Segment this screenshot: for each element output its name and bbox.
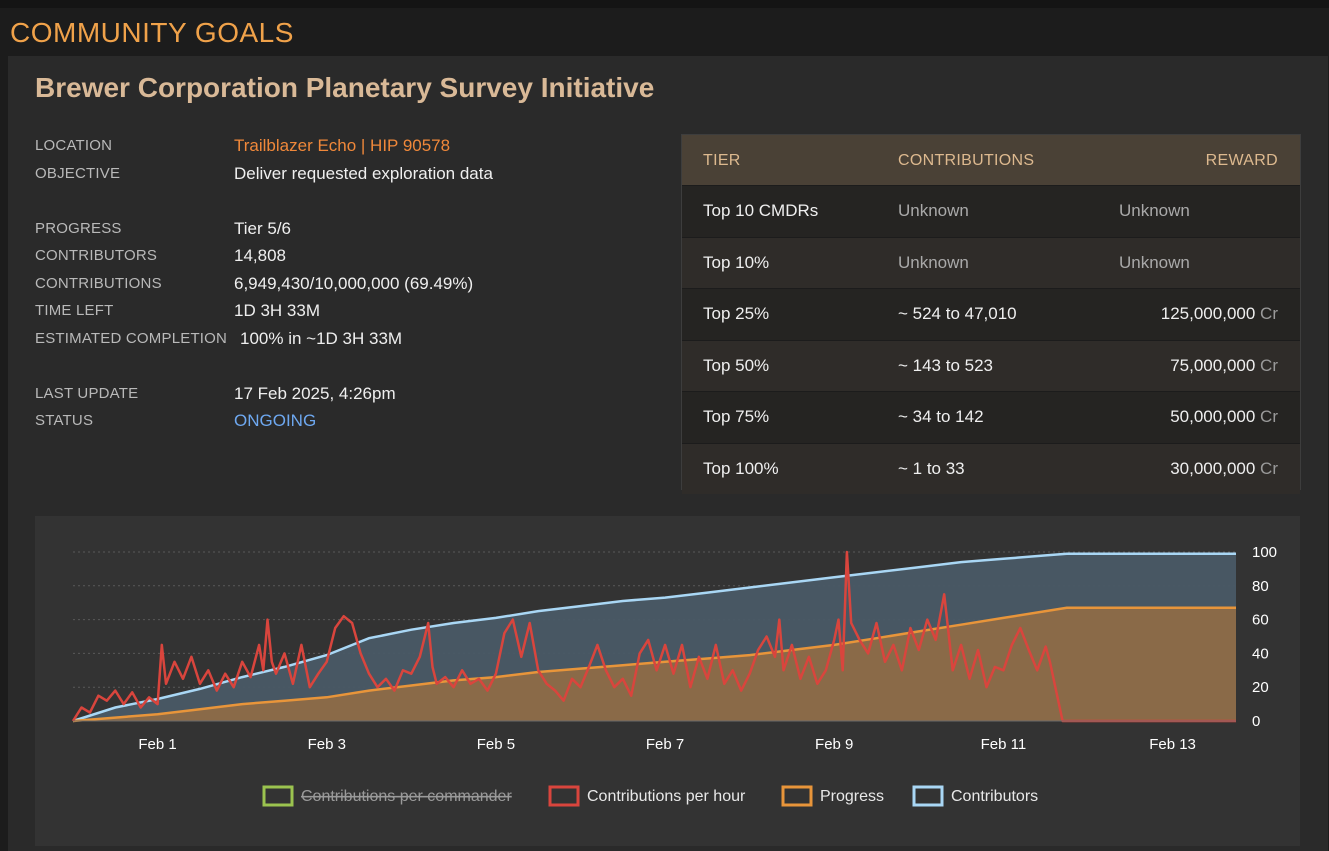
legend-label[interactable]: Contributions per commander (301, 788, 512, 805)
currency-unit: Cr (1260, 458, 1278, 478)
time-left-label: TIME LEFT (35, 302, 114, 319)
contributors-label: CONTRIBUTORS (35, 247, 158, 264)
x-tick-label: Feb 13 (1149, 736, 1196, 753)
tier-row: Top 10% Unknown Unknown (682, 236, 1300, 288)
reward-amount: 30,000,000 (1170, 458, 1256, 478)
last-update-label: LAST UPDATE (35, 385, 139, 402)
tier-row: Top 10 CMDRs Unknown Unknown (682, 185, 1300, 237)
x-tick-label: Feb 1 (138, 736, 176, 753)
tier-header: TIER (703, 152, 741, 169)
tier-name: Top 100% (703, 458, 779, 478)
tier-contributions: ~ 143 to 523 (898, 355, 994, 375)
tier-contributions: ~ 524 to 47,010 (898, 304, 1017, 323)
contributions-per-hour-line (71, 550, 1236, 723)
legend-swatch (548, 785, 580, 807)
tier-name: Top 25% (703, 304, 770, 323)
x-tick-label: Feb 11 (981, 736, 1027, 753)
reward-header: REWARD (1205, 152, 1278, 169)
tier-reward: 125,000,000 Cr (1161, 304, 1278, 324)
progress-chart: 0 20 40 60 80 100 Feb 1 Feb 3 Feb 5 Feb 7 Feb 9 Feb… (35, 516, 1300, 846)
tier-row: Top 100% ~ 1 to 33 30,000,000 Cr (682, 442, 1300, 494)
estimated-completion-value: 100% in ~1D 3H 33M (240, 329, 403, 348)
goal-title: Brewer Corporation Planetary Survey Init… (35, 72, 655, 103)
y-tick-label: 0 (1252, 713, 1260, 730)
tier-reward: Unknown (1119, 201, 1190, 220)
tier-contributions: Unknown (898, 201, 969, 220)
contributors-value: 14,808 (234, 246, 286, 265)
y-tick-label: 80 (1252, 578, 1269, 595)
tier-row: Top 75% ~ 34 to 142 50,000,000 Cr (682, 391, 1300, 443)
contributions-value: 6,949,430/10,000,000 (69.49%) (234, 274, 474, 293)
reward-amount: 75,000,000 (1170, 355, 1256, 375)
page-title: COMMUNITY GOALS (10, 17, 294, 48)
tier-row: Top 50% ~ 143 to 523 75,000,000 Cr (682, 339, 1300, 391)
objective-value: Deliver requested exploration data (234, 164, 493, 183)
tier-name: Top 50% (703, 355, 770, 375)
tier-contributions: ~ 1 to 33 (898, 458, 965, 478)
tier-name: Top 10% (703, 252, 770, 272)
legend-swatch (781, 785, 813, 807)
tier-row: Top 25% ~ 524 to 47,010 125,000,000 Cr (682, 288, 1300, 340)
currency-unit: Cr (1260, 355, 1278, 375)
tier-table-header: TIER CONTRIBUTIONS REWARD (682, 135, 1300, 185)
currency-unit: Cr (1260, 407, 1278, 426)
status-value: ONGOING (234, 411, 317, 430)
contributions-header: CONTRIBUTIONS (898, 152, 1035, 169)
legend-swatch (912, 785, 944, 807)
time-left-value: 1D 3H 33M (234, 301, 320, 320)
tier-reward: 30,000,000 Cr (1170, 459, 1278, 479)
status-label: STATUS (35, 412, 94, 429)
legend-label[interactable]: Contributors (951, 788, 1038, 805)
tier-contributions: ~ 34 to 142 (898, 407, 984, 426)
location-value[interactable]: Trailblazer Echo | HIP 90578 (234, 136, 451, 155)
last-update-value: 17 Feb 2025, 4:26pm (234, 384, 396, 403)
x-tick-label: Feb 9 (815, 736, 853, 753)
y-tick-label: 60 (1252, 612, 1269, 629)
x-tick-label: Feb 5 (477, 736, 515, 753)
location-label: LOCATION (35, 137, 113, 154)
reward-amount: 125,000,000 (1160, 304, 1256, 323)
tier-table: TIER CONTRIBUTIONS REWARD Top 10 CMDRs Un… (681, 134, 1301, 494)
contributions-label: CONTRIBUTIONS (35, 275, 162, 292)
objective-label: OBJECTIVE (35, 165, 121, 182)
legend-label[interactable]: Contributions per hour (587, 788, 746, 805)
legend-swatch (262, 785, 294, 807)
legend-label[interactable]: Progress (820, 788, 884, 805)
tier-reward: Unknown (1119, 252, 1190, 272)
tier-reward: 75,000,000 Cr (1170, 356, 1278, 376)
reward-amount: 50,000,000 (1170, 407, 1256, 426)
contributors-line (72, 552, 1236, 723)
tier-name: Top 10 CMDRs (703, 201, 819, 220)
top-bar (0, 0, 1329, 8)
tier-name: Top 75% (703, 407, 770, 426)
x-tick-label: Feb 3 (308, 736, 346, 753)
tier-reward: 50,000,000 Cr (1170, 407, 1278, 427)
chart-svg: 0 20 40 60 80 100 Feb 1 Feb 3 Feb 5 Feb 7 Feb 9 Feb… (71, 544, 1277, 807)
y-tick-label: 100 (1252, 544, 1277, 561)
progress-value: Tier 5/6 (234, 219, 292, 238)
y-tick-label: 20 (1252, 679, 1269, 696)
estimated-completion-label: ESTIMATED COMPLETION (35, 330, 228, 347)
progress-label: PROGRESS (35, 220, 122, 237)
tier-rows: Top 10 CMDRs Unknown Unknown Top 10% Unknown… (682, 185, 1300, 494)
x-tick-label: Feb 7 (646, 736, 684, 753)
tier-contributions: Unknown (898, 252, 969, 272)
community-goal-panel: Brewer Corporation Planetary Survey Init… (8, 56, 1328, 851)
currency-unit: Cr (1260, 304, 1278, 323)
y-tick-label: 40 (1252, 645, 1269, 662)
progress-line (72, 606, 1236, 723)
